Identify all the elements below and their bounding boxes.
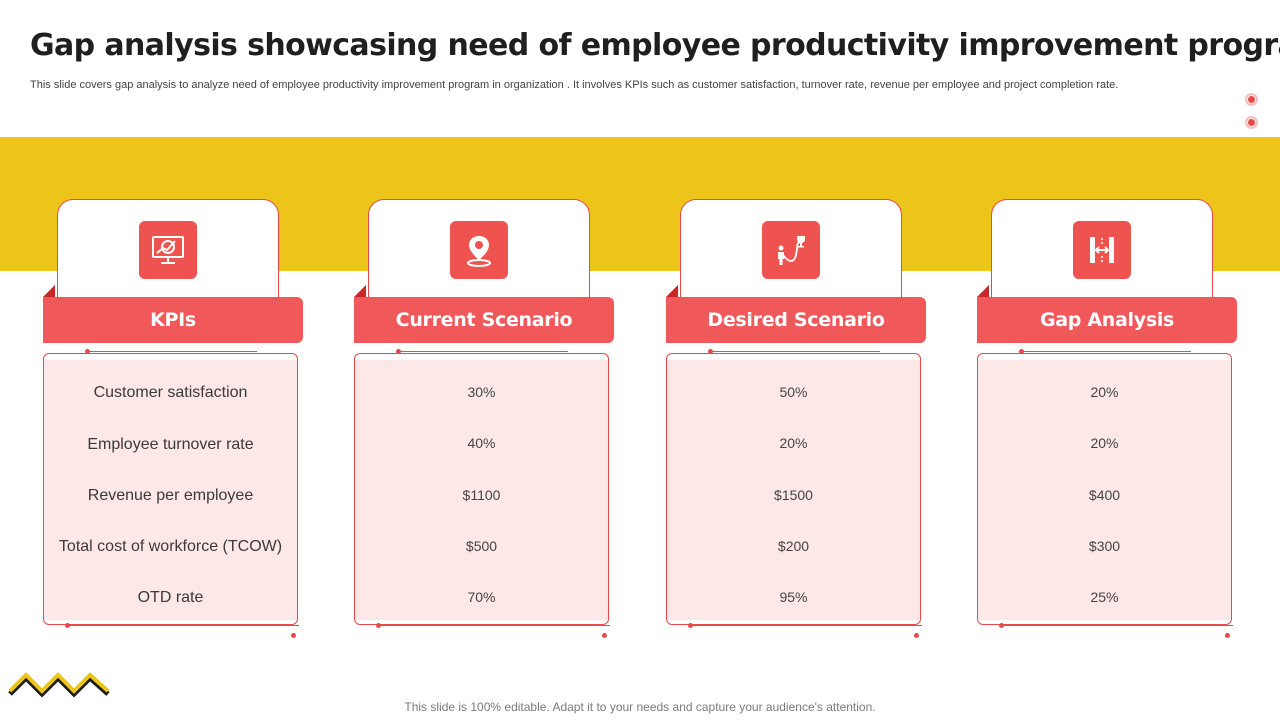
line-marker xyxy=(376,623,381,628)
column-gap-analysis: Gap Analysis 20% 20% $400 $300 25% xyxy=(977,199,1239,639)
table-cell: Total cost of workforce (TCOW) xyxy=(58,538,283,555)
line-marker xyxy=(85,349,90,354)
table-cell: 20% xyxy=(1090,384,1119,400)
page-title: Gap analysis showcasing need of employee… xyxy=(30,28,1280,63)
table-cell: $300 xyxy=(1088,538,1121,554)
page-subtitle: This slide covers gap analysis to analyz… xyxy=(30,79,1119,91)
column-header: Desired Scenario xyxy=(666,297,926,343)
content-fill: 50% 20% $1500 $200 95% xyxy=(667,360,920,620)
icon-tab xyxy=(57,199,279,309)
divider-line xyxy=(398,351,568,352)
ribbon-fold xyxy=(354,285,366,297)
table-cell: Customer satisfaction xyxy=(93,384,248,401)
line-marker xyxy=(914,633,919,638)
line-marker xyxy=(688,623,693,628)
column-header: Gap Analysis xyxy=(977,297,1237,343)
table-cell: $200 xyxy=(777,538,810,554)
ribbon-fold xyxy=(977,285,989,297)
table-cell: 70% xyxy=(467,589,496,605)
gap-measure-icon xyxy=(1073,221,1131,279)
content-fill: 20% 20% $400 $300 25% xyxy=(978,360,1231,620)
table-cell: 50% xyxy=(779,384,808,400)
divider-line xyxy=(378,625,610,626)
table-cell: Revenue per employee xyxy=(87,487,254,504)
content-panel: Customer satisfaction Employee turnover … xyxy=(43,353,298,625)
content-fill: 30% 40% $1100 $500 70% xyxy=(355,360,608,620)
content-fill: Customer satisfaction Employee turnover … xyxy=(44,360,297,620)
footer-note: This slide is 100% editable. Adapt it to… xyxy=(404,700,876,714)
line-marker xyxy=(65,623,70,628)
divider-line xyxy=(690,625,922,626)
table-cell: 20% xyxy=(1090,435,1119,451)
table-cell: $1500 xyxy=(774,487,813,503)
ribbon-fold xyxy=(43,285,55,297)
icon-tab xyxy=(368,199,590,309)
content-panel: 20% 20% $400 $300 25% xyxy=(977,353,1232,625)
ribbon-fold xyxy=(666,285,678,297)
line-marker xyxy=(708,349,713,354)
zigzag-logo-icon xyxy=(8,672,112,703)
column-header: Current Scenario xyxy=(354,297,614,343)
line-marker xyxy=(999,623,1004,628)
table-cell: $1100 xyxy=(462,487,501,503)
table-cell: 30% xyxy=(467,384,496,400)
table-cell: $500 xyxy=(465,538,498,554)
column-current-scenario: Current Scenario 30% 40% $1100 $500 70% xyxy=(354,199,616,639)
line-marker xyxy=(1225,633,1230,638)
divider-line xyxy=(1021,351,1191,352)
table-cell: 25% xyxy=(1090,589,1119,605)
icon-tab xyxy=(991,199,1213,309)
person-goal-icon xyxy=(762,221,820,279)
table-cell: Employee turnover rate xyxy=(87,436,254,453)
table-cell: $400 xyxy=(1088,487,1121,503)
divider-line xyxy=(710,351,880,352)
content-panel: 50% 20% $1500 $200 95% xyxy=(666,353,921,625)
icon-tab xyxy=(680,199,902,309)
divider-line xyxy=(1001,625,1233,626)
column-kpis: KPIs Customer satisfaction Employee turn… xyxy=(43,199,305,639)
column-header: KPIs xyxy=(43,297,303,343)
table-cell: OTD rate xyxy=(137,589,204,606)
dot-icon xyxy=(1245,93,1258,106)
line-marker xyxy=(396,349,401,354)
line-marker xyxy=(1019,349,1024,354)
location-pin-icon xyxy=(450,221,508,279)
line-marker xyxy=(291,633,296,638)
table-cell: 20% xyxy=(779,435,808,451)
column-desired-scenario: Desired Scenario 50% 20% $1500 $200 95% xyxy=(666,199,928,639)
content-panel: 30% 40% $1100 $500 70% xyxy=(354,353,609,625)
table-cell: 40% xyxy=(467,435,496,451)
divider-line xyxy=(67,625,299,626)
table-cell: 95% xyxy=(779,589,808,605)
monitor-chart-icon xyxy=(139,221,197,279)
line-marker xyxy=(602,633,607,638)
dot-icon xyxy=(1245,116,1258,129)
divider-line xyxy=(87,351,257,352)
